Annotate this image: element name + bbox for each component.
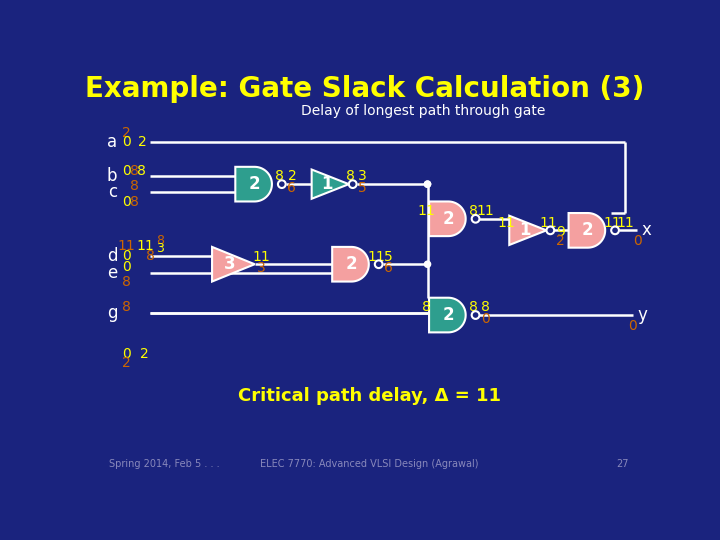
Circle shape bbox=[424, 261, 431, 267]
Text: 11: 11 bbox=[417, 204, 435, 218]
Circle shape bbox=[375, 260, 382, 268]
Text: 2: 2 bbox=[140, 347, 148, 361]
Text: 0: 0 bbox=[122, 260, 131, 274]
Text: 11: 11 bbox=[616, 215, 634, 230]
Text: 11: 11 bbox=[252, 249, 270, 264]
Circle shape bbox=[349, 180, 356, 188]
Text: 0: 0 bbox=[481, 312, 490, 326]
Text: 2: 2 bbox=[442, 306, 454, 324]
Text: 8: 8 bbox=[130, 195, 139, 209]
Text: 8: 8 bbox=[346, 170, 355, 184]
Polygon shape bbox=[332, 247, 369, 281]
Text: Critical path delay, Δ = 11: Critical path delay, Δ = 11 bbox=[238, 387, 500, 405]
Text: 2: 2 bbox=[138, 135, 147, 149]
Text: 3: 3 bbox=[256, 261, 265, 275]
Text: 2: 2 bbox=[442, 210, 454, 228]
Text: 8: 8 bbox=[469, 300, 477, 314]
Text: g: g bbox=[107, 303, 117, 322]
Text: a: a bbox=[107, 133, 117, 151]
Text: 11: 11 bbox=[477, 204, 495, 218]
Polygon shape bbox=[429, 298, 466, 333]
Circle shape bbox=[278, 180, 286, 188]
Polygon shape bbox=[235, 167, 272, 201]
Text: 0: 0 bbox=[122, 249, 131, 263]
Text: Example: Gate Slack Calculation (3): Example: Gate Slack Calculation (3) bbox=[86, 76, 645, 104]
Text: e: e bbox=[107, 264, 117, 282]
Text: 2: 2 bbox=[346, 255, 357, 273]
Text: 2: 2 bbox=[556, 234, 564, 248]
Circle shape bbox=[611, 226, 619, 234]
Text: 11: 11 bbox=[137, 239, 155, 253]
Text: 11: 11 bbox=[604, 215, 621, 230]
Text: x: x bbox=[642, 221, 652, 239]
Text: 11: 11 bbox=[117, 239, 135, 253]
Text: 0: 0 bbox=[122, 164, 131, 178]
Text: 8: 8 bbox=[275, 170, 284, 184]
Text: 6: 6 bbox=[287, 181, 297, 195]
Text: 8: 8 bbox=[481, 300, 490, 314]
Text: 1: 1 bbox=[322, 175, 333, 193]
Text: 8: 8 bbox=[146, 249, 155, 263]
Text: 5: 5 bbox=[359, 181, 367, 195]
Text: 8: 8 bbox=[122, 300, 131, 314]
Text: 8: 8 bbox=[156, 234, 163, 247]
Text: 8: 8 bbox=[130, 164, 139, 178]
Text: 2: 2 bbox=[582, 221, 593, 239]
Text: 2: 2 bbox=[287, 170, 296, 184]
Text: 8: 8 bbox=[421, 300, 431, 314]
Text: c: c bbox=[108, 183, 117, 201]
Text: 3: 3 bbox=[359, 170, 367, 184]
Text: 8: 8 bbox=[122, 275, 131, 289]
Circle shape bbox=[424, 181, 431, 187]
Polygon shape bbox=[569, 213, 606, 248]
Text: 11: 11 bbox=[498, 215, 515, 230]
Text: b: b bbox=[107, 167, 117, 185]
Text: 8: 8 bbox=[138, 164, 146, 178]
Text: 2: 2 bbox=[122, 126, 131, 139]
Text: 27: 27 bbox=[616, 458, 629, 469]
Text: Delay of longest path through gate: Delay of longest path through gate bbox=[301, 104, 546, 118]
Text: y: y bbox=[637, 306, 647, 324]
Text: 0: 0 bbox=[628, 319, 637, 333]
Polygon shape bbox=[212, 247, 255, 281]
Text: 11: 11 bbox=[367, 249, 385, 264]
Text: 0: 0 bbox=[122, 195, 131, 209]
Text: 1: 1 bbox=[519, 221, 531, 239]
Text: Spring 2014, Feb 5 . . .: Spring 2014, Feb 5 . . . bbox=[109, 458, 220, 469]
Text: 3: 3 bbox=[156, 241, 163, 254]
Text: 2: 2 bbox=[122, 356, 131, 370]
Text: 8: 8 bbox=[469, 204, 477, 218]
Text: 0: 0 bbox=[122, 347, 131, 361]
Circle shape bbox=[546, 226, 554, 234]
Text: 9: 9 bbox=[556, 225, 565, 239]
Text: 2: 2 bbox=[248, 175, 261, 193]
Text: 5: 5 bbox=[384, 249, 393, 264]
Text: 11: 11 bbox=[539, 215, 557, 230]
Polygon shape bbox=[509, 215, 546, 245]
Circle shape bbox=[472, 311, 480, 319]
Polygon shape bbox=[429, 201, 466, 236]
Circle shape bbox=[472, 215, 480, 222]
Text: 3: 3 bbox=[224, 255, 235, 273]
Polygon shape bbox=[312, 170, 349, 199]
Circle shape bbox=[424, 181, 431, 187]
Text: 0: 0 bbox=[122, 135, 131, 149]
Text: d: d bbox=[107, 247, 117, 265]
Text: 6: 6 bbox=[384, 261, 393, 275]
Text: ELEC 7770: Advanced VLSI Design (Agrawal): ELEC 7770: Advanced VLSI Design (Agrawal… bbox=[260, 458, 478, 469]
Text: 0: 0 bbox=[633, 234, 642, 248]
Text: 8: 8 bbox=[130, 179, 139, 193]
